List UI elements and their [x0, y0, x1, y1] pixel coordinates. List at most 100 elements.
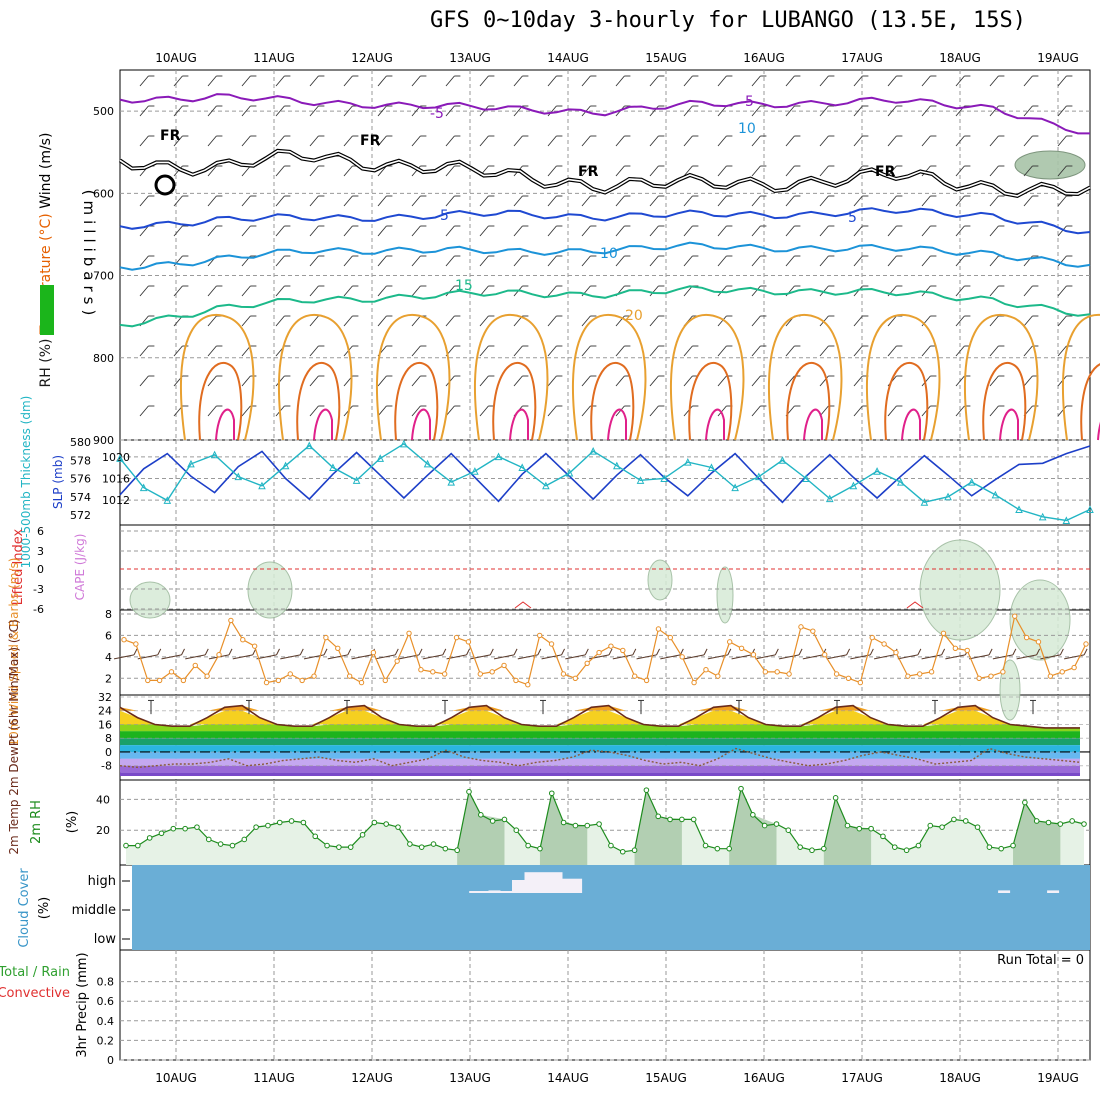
rh-marker — [288, 818, 295, 824]
wind-speed-marker — [750, 652, 757, 658]
wind-speed-marker — [525, 682, 531, 688]
rh-marker — [572, 822, 579, 829]
wind-speed-marker — [715, 673, 721, 679]
rh-marker — [679, 816, 685, 823]
wind-barb — [479, 405, 495, 417]
thickness-marker — [305, 441, 314, 450]
rh-marker — [324, 842, 330, 849]
wind-barb — [343, 135, 359, 147]
rh-marker — [986, 844, 993, 850]
wind-barb-10m — [846, 648, 851, 656]
wind-barb-10m — [232, 654, 253, 660]
wind-speed-marker — [370, 649, 377, 656]
rh-marker — [537, 845, 543, 852]
wind-barb-10m — [256, 654, 277, 660]
day-label-bottom: 15AUG — [645, 1071, 687, 1085]
wind-barb — [1057, 255, 1073, 267]
wind-barb — [275, 255, 291, 267]
wind-barb — [989, 345, 1005, 357]
wind-barb — [1057, 195, 1073, 207]
wind-barb-10m — [351, 654, 372, 660]
y-axis-label-right: CAPE (J/kg) — [73, 534, 87, 601]
wind-barb — [615, 375, 631, 387]
wind-barb — [1023, 195, 1039, 207]
wind-barb — [139, 135, 155, 147]
wind-barb-10m — [418, 648, 423, 656]
wind-barb-10m — [683, 654, 705, 660]
y-axis-label-left: 1000-500mb Thickness (dm) — [19, 396, 33, 569]
rh-marker — [146, 835, 153, 841]
temperature-contour — [119, 93, 1090, 135]
wind-speed-marker — [216, 652, 222, 658]
temperature-contour-20 — [670, 313, 745, 441]
rh-peak-shade — [457, 791, 505, 865]
rh-marker — [714, 845, 721, 852]
thickness-marker — [967, 478, 976, 486]
wind-barb — [785, 165, 801, 177]
wind-speed-marker — [988, 673, 994, 679]
thickness-marker — [660, 474, 668, 482]
y-axis-label: 3hr Precip (mm) — [75, 952, 90, 1057]
wind-barb — [989, 405, 1005, 417]
thickness-marker — [542, 481, 550, 490]
wind-barb — [921, 105, 937, 117]
wind-speed-marker — [513, 677, 519, 684]
wind-barb-10m — [513, 648, 518, 656]
wind-barb-10m — [375, 654, 396, 660]
li-tick: 3 — [37, 545, 44, 558]
wind-barb — [275, 135, 291, 147]
wind-barb — [241, 345, 257, 357]
wind-barb — [479, 225, 495, 237]
wind-speed-marker — [501, 662, 507, 669]
contour-label: 10 — [600, 246, 618, 262]
thickness-marker — [471, 467, 479, 475]
wind-barb — [853, 75, 869, 87]
rh-marker — [844, 822, 851, 829]
wind-speed-marker — [358, 679, 365, 686]
wind-barb — [207, 345, 223, 357]
wind-barb-10m — [703, 648, 708, 656]
wind-barb — [819, 135, 835, 147]
thickness-marker — [991, 490, 1000, 499]
wind-barb-10m — [1016, 654, 1037, 660]
wind-barb — [547, 315, 563, 327]
wind-barb — [275, 375, 291, 387]
wind-barb — [173, 195, 189, 207]
wind-speed-marker — [833, 671, 840, 677]
y-tick-label: 32 — [98, 691, 112, 704]
wind-speed-marker — [453, 634, 460, 641]
rh-legend-swatch — [40, 285, 54, 335]
wind-barb — [479, 195, 495, 207]
rh-shade — [129, 581, 171, 619]
wind-barb — [955, 285, 971, 297]
wind-barb-10m — [561, 648, 566, 656]
cloud-bar-high — [469, 891, 580, 893]
wind-speed-marker — [477, 671, 483, 677]
wind-barb — [207, 285, 223, 297]
wind-barb — [207, 225, 223, 237]
wind-barb-10m — [656, 648, 661, 656]
wind-speed-marker — [1071, 664, 1077, 671]
wind-barb — [275, 105, 291, 117]
axis-label-group: (%) — [65, 811, 80, 834]
thickness-marker — [518, 463, 527, 472]
wind-barb — [649, 405, 665, 417]
wind-barb-10m — [731, 654, 752, 660]
rh-marker — [359, 832, 366, 838]
rh-shade — [647, 559, 673, 601]
wind-barb — [581, 375, 597, 387]
wind-barb-10m — [565, 654, 586, 660]
wind-barb — [275, 75, 291, 87]
wind-barb — [751, 105, 767, 117]
wind-barb — [921, 135, 937, 147]
wind-barb — [377, 75, 393, 87]
dewpoint-line — [119, 747, 1081, 769]
cloud-bar-high — [998, 890, 1011, 893]
wind-speed-marker — [643, 677, 650, 684]
y-tick-label: 24 — [98, 705, 112, 718]
wind-barb — [309, 375, 325, 387]
rh-marker — [135, 842, 141, 849]
wind-speed-marker — [311, 673, 317, 679]
wind-barb-10m — [228, 648, 233, 656]
wind-barb — [921, 345, 937, 357]
